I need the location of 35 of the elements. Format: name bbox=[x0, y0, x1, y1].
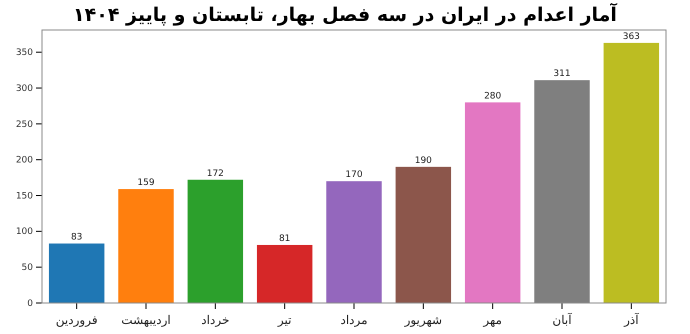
x-tick-label: فروردین bbox=[56, 313, 98, 327]
y-tick-label: 300 bbox=[16, 84, 34, 94]
bar bbox=[48, 244, 104, 303]
bar bbox=[464, 102, 520, 303]
data-label: 280 bbox=[484, 91, 502, 102]
x-tick-label: مهر bbox=[482, 313, 502, 327]
data-label: 311 bbox=[553, 69, 571, 80]
bar bbox=[118, 189, 174, 303]
y-tick-label: 200 bbox=[16, 156, 34, 166]
bar bbox=[396, 166, 452, 303]
bar bbox=[256, 244, 312, 303]
bar bbox=[604, 42, 660, 303]
data-label: 170 bbox=[345, 170, 363, 180]
x-tick-label: آذر bbox=[623, 312, 640, 327]
y-tick-label: 100 bbox=[16, 227, 34, 238]
data-label: 83 bbox=[70, 232, 82, 243]
y-tick-label: 250 bbox=[16, 120, 34, 130]
x-tick-label: اردیبهشت bbox=[121, 313, 171, 327]
bar bbox=[326, 181, 382, 303]
data-label: 81 bbox=[278, 234, 290, 244]
y-tick-label: 150 bbox=[16, 191, 34, 202]
data-label: 159 bbox=[137, 178, 155, 188]
y-tick-label: 50 bbox=[22, 263, 34, 274]
chart-title: آمار اعدام در ایران در سه فصل بهار، تابستان و پاییز ۱۴۰۴ bbox=[73, 2, 618, 26]
data-label: 363 bbox=[622, 32, 640, 42]
x-tick-label: آبان bbox=[552, 312, 572, 327]
x-tick-label: مرداد bbox=[340, 313, 368, 327]
x-tick-label: شهریور bbox=[404, 313, 442, 327]
y-tick-label: 350 bbox=[16, 48, 34, 58]
bar bbox=[188, 180, 244, 303]
x-tick-label: خرداد bbox=[201, 313, 230, 327]
x-tick-label: تیر bbox=[276, 313, 292, 327]
data-label: 190 bbox=[414, 156, 432, 166]
data-label: 172 bbox=[206, 168, 224, 179]
y-tick-label: 0 bbox=[27, 298, 34, 309]
